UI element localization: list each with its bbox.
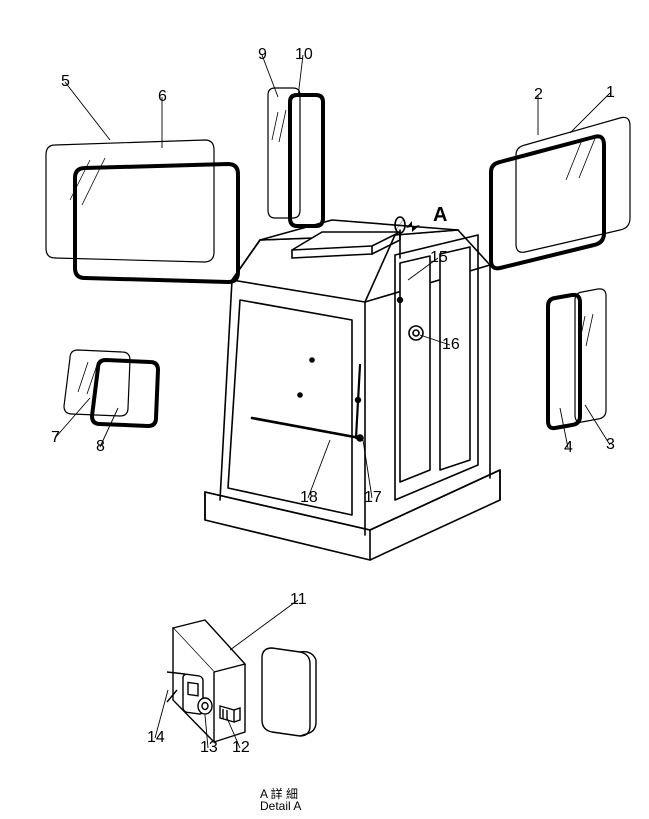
callout-3: 3 <box>606 436 615 454</box>
callout-10: 10 <box>295 46 313 64</box>
callout-14: 14 <box>147 729 165 747</box>
cab-body <box>205 217 500 560</box>
callout-12: 12 <box>232 739 250 757</box>
callout-16: 16 <box>442 336 460 354</box>
part-5-glass <box>46 140 214 262</box>
part-1-glass <box>516 117 630 252</box>
exploded-diagram <box>0 0 649 819</box>
detail-a-marker: A <box>433 204 447 227</box>
callout-11: 11 <box>290 591 307 609</box>
detail-a-group <box>167 620 316 742</box>
callout-8: 8 <box>96 438 105 456</box>
footer-en: Detail A <box>260 799 301 813</box>
callout-1: 1 <box>606 84 615 102</box>
callout-6: 6 <box>158 88 167 106</box>
callout-2: 2 <box>534 86 543 104</box>
callout-9: 9 <box>258 46 267 64</box>
callout-18: 18 <box>300 489 318 507</box>
callout-5: 5 <box>61 73 70 91</box>
callout-7: 7 <box>51 429 60 447</box>
callout-17: 17 <box>364 489 382 507</box>
callout-15: 15 <box>430 249 448 267</box>
callout-13: 13 <box>200 739 218 757</box>
callout-4: 4 <box>564 439 573 457</box>
part-9-glass <box>268 88 300 218</box>
